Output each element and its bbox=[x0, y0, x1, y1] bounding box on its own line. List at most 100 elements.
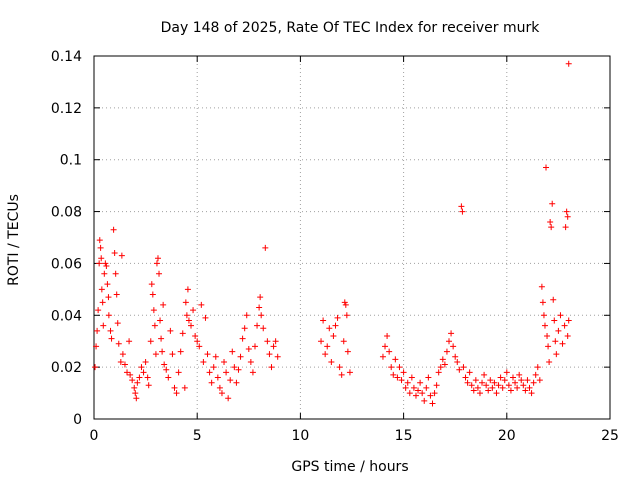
data-point bbox=[147, 338, 154, 345]
data-point bbox=[394, 374, 401, 381]
data-point bbox=[433, 382, 440, 389]
data-point bbox=[402, 384, 409, 391]
data-point bbox=[344, 348, 351, 355]
data-point bbox=[330, 333, 337, 340]
data-point bbox=[144, 374, 151, 381]
data-point bbox=[429, 400, 436, 407]
data-point bbox=[346, 369, 353, 376]
data-point bbox=[474, 384, 481, 391]
data-point bbox=[483, 382, 490, 389]
data-point bbox=[479, 379, 486, 386]
data-point bbox=[154, 255, 161, 262]
data-point bbox=[528, 390, 535, 397]
data-point bbox=[564, 333, 571, 340]
data-point bbox=[423, 384, 430, 391]
data-point bbox=[512, 379, 519, 386]
x-tick-label: 0 bbox=[90, 428, 99, 444]
data-point bbox=[454, 358, 461, 365]
data-point bbox=[487, 377, 494, 384]
data-point bbox=[507, 387, 514, 394]
data-point bbox=[412, 392, 419, 399]
data-point bbox=[343, 312, 350, 319]
y-tick-labels: 0 0.02 0.04 0.06 0.08 0.1 0.12 0.14 bbox=[51, 49, 82, 428]
data-point bbox=[501, 377, 508, 384]
data-point bbox=[443, 348, 450, 355]
data-point bbox=[505, 382, 512, 389]
data-point bbox=[208, 379, 215, 386]
data-point bbox=[336, 364, 343, 371]
x-tick-label: 10 bbox=[291, 428, 309, 444]
data-point bbox=[156, 270, 163, 277]
data-point bbox=[225, 395, 232, 402]
data-point bbox=[159, 348, 166, 355]
data-point bbox=[258, 312, 265, 319]
y-tick-label: 0.1 bbox=[60, 153, 82, 169]
x-tick-labels: 0 5 10 15 20 25 bbox=[90, 428, 619, 444]
data-point bbox=[262, 244, 269, 251]
data-point bbox=[94, 327, 101, 334]
data-point bbox=[152, 351, 159, 358]
data-point bbox=[493, 390, 500, 397]
data-point bbox=[104, 281, 111, 288]
data-point bbox=[179, 330, 186, 337]
data-point bbox=[129, 377, 136, 384]
data-point bbox=[245, 345, 252, 352]
data-point bbox=[133, 395, 140, 402]
data-point bbox=[565, 60, 572, 67]
data-point bbox=[183, 312, 190, 319]
data-point bbox=[392, 356, 399, 363]
data-point bbox=[251, 343, 258, 350]
data-point bbox=[544, 333, 551, 340]
data-point bbox=[462, 374, 469, 381]
data-point bbox=[476, 390, 483, 397]
data-point bbox=[185, 317, 192, 324]
plot-frame bbox=[93, 55, 611, 420]
data-point bbox=[145, 382, 152, 389]
data-point bbox=[509, 374, 516, 381]
data-point bbox=[499, 384, 506, 391]
data-point bbox=[177, 348, 184, 355]
data-point bbox=[249, 369, 256, 376]
data-point bbox=[460, 364, 467, 371]
data-point bbox=[545, 343, 552, 350]
data-point bbox=[427, 392, 434, 399]
y-tick-label: 0.12 bbox=[51, 101, 82, 117]
data-point bbox=[520, 382, 527, 389]
data-point bbox=[491, 379, 498, 386]
data-point bbox=[388, 364, 395, 371]
data-point bbox=[417, 379, 424, 386]
data-point bbox=[514, 384, 521, 391]
data-point bbox=[173, 390, 180, 397]
data-point bbox=[223, 369, 230, 376]
data-point bbox=[437, 364, 444, 371]
data-point bbox=[532, 371, 539, 378]
data-point bbox=[97, 244, 104, 251]
data-point bbox=[112, 270, 119, 277]
data-point bbox=[540, 312, 547, 319]
data-point bbox=[538, 283, 545, 290]
data-point bbox=[200, 358, 207, 365]
data-point bbox=[270, 343, 277, 350]
data-point bbox=[415, 387, 422, 394]
x-tick-label: 15 bbox=[395, 428, 413, 444]
data-point bbox=[561, 322, 568, 329]
data-point bbox=[526, 384, 533, 391]
data-point bbox=[153, 260, 160, 267]
data-point bbox=[157, 317, 164, 324]
data-point bbox=[140, 369, 147, 376]
data-point bbox=[126, 338, 133, 345]
data-point bbox=[274, 353, 281, 360]
data-point bbox=[142, 358, 149, 365]
data-point bbox=[404, 379, 411, 386]
data-point bbox=[489, 384, 496, 391]
data-point bbox=[548, 224, 555, 231]
data-point bbox=[121, 361, 128, 368]
data-point bbox=[260, 325, 267, 332]
data-point bbox=[175, 369, 182, 376]
data-point bbox=[194, 338, 201, 345]
tick-marks bbox=[93, 55, 611, 420]
data-point bbox=[231, 364, 238, 371]
y-tick-label: 0 bbox=[73, 412, 82, 428]
data-point bbox=[485, 387, 492, 394]
